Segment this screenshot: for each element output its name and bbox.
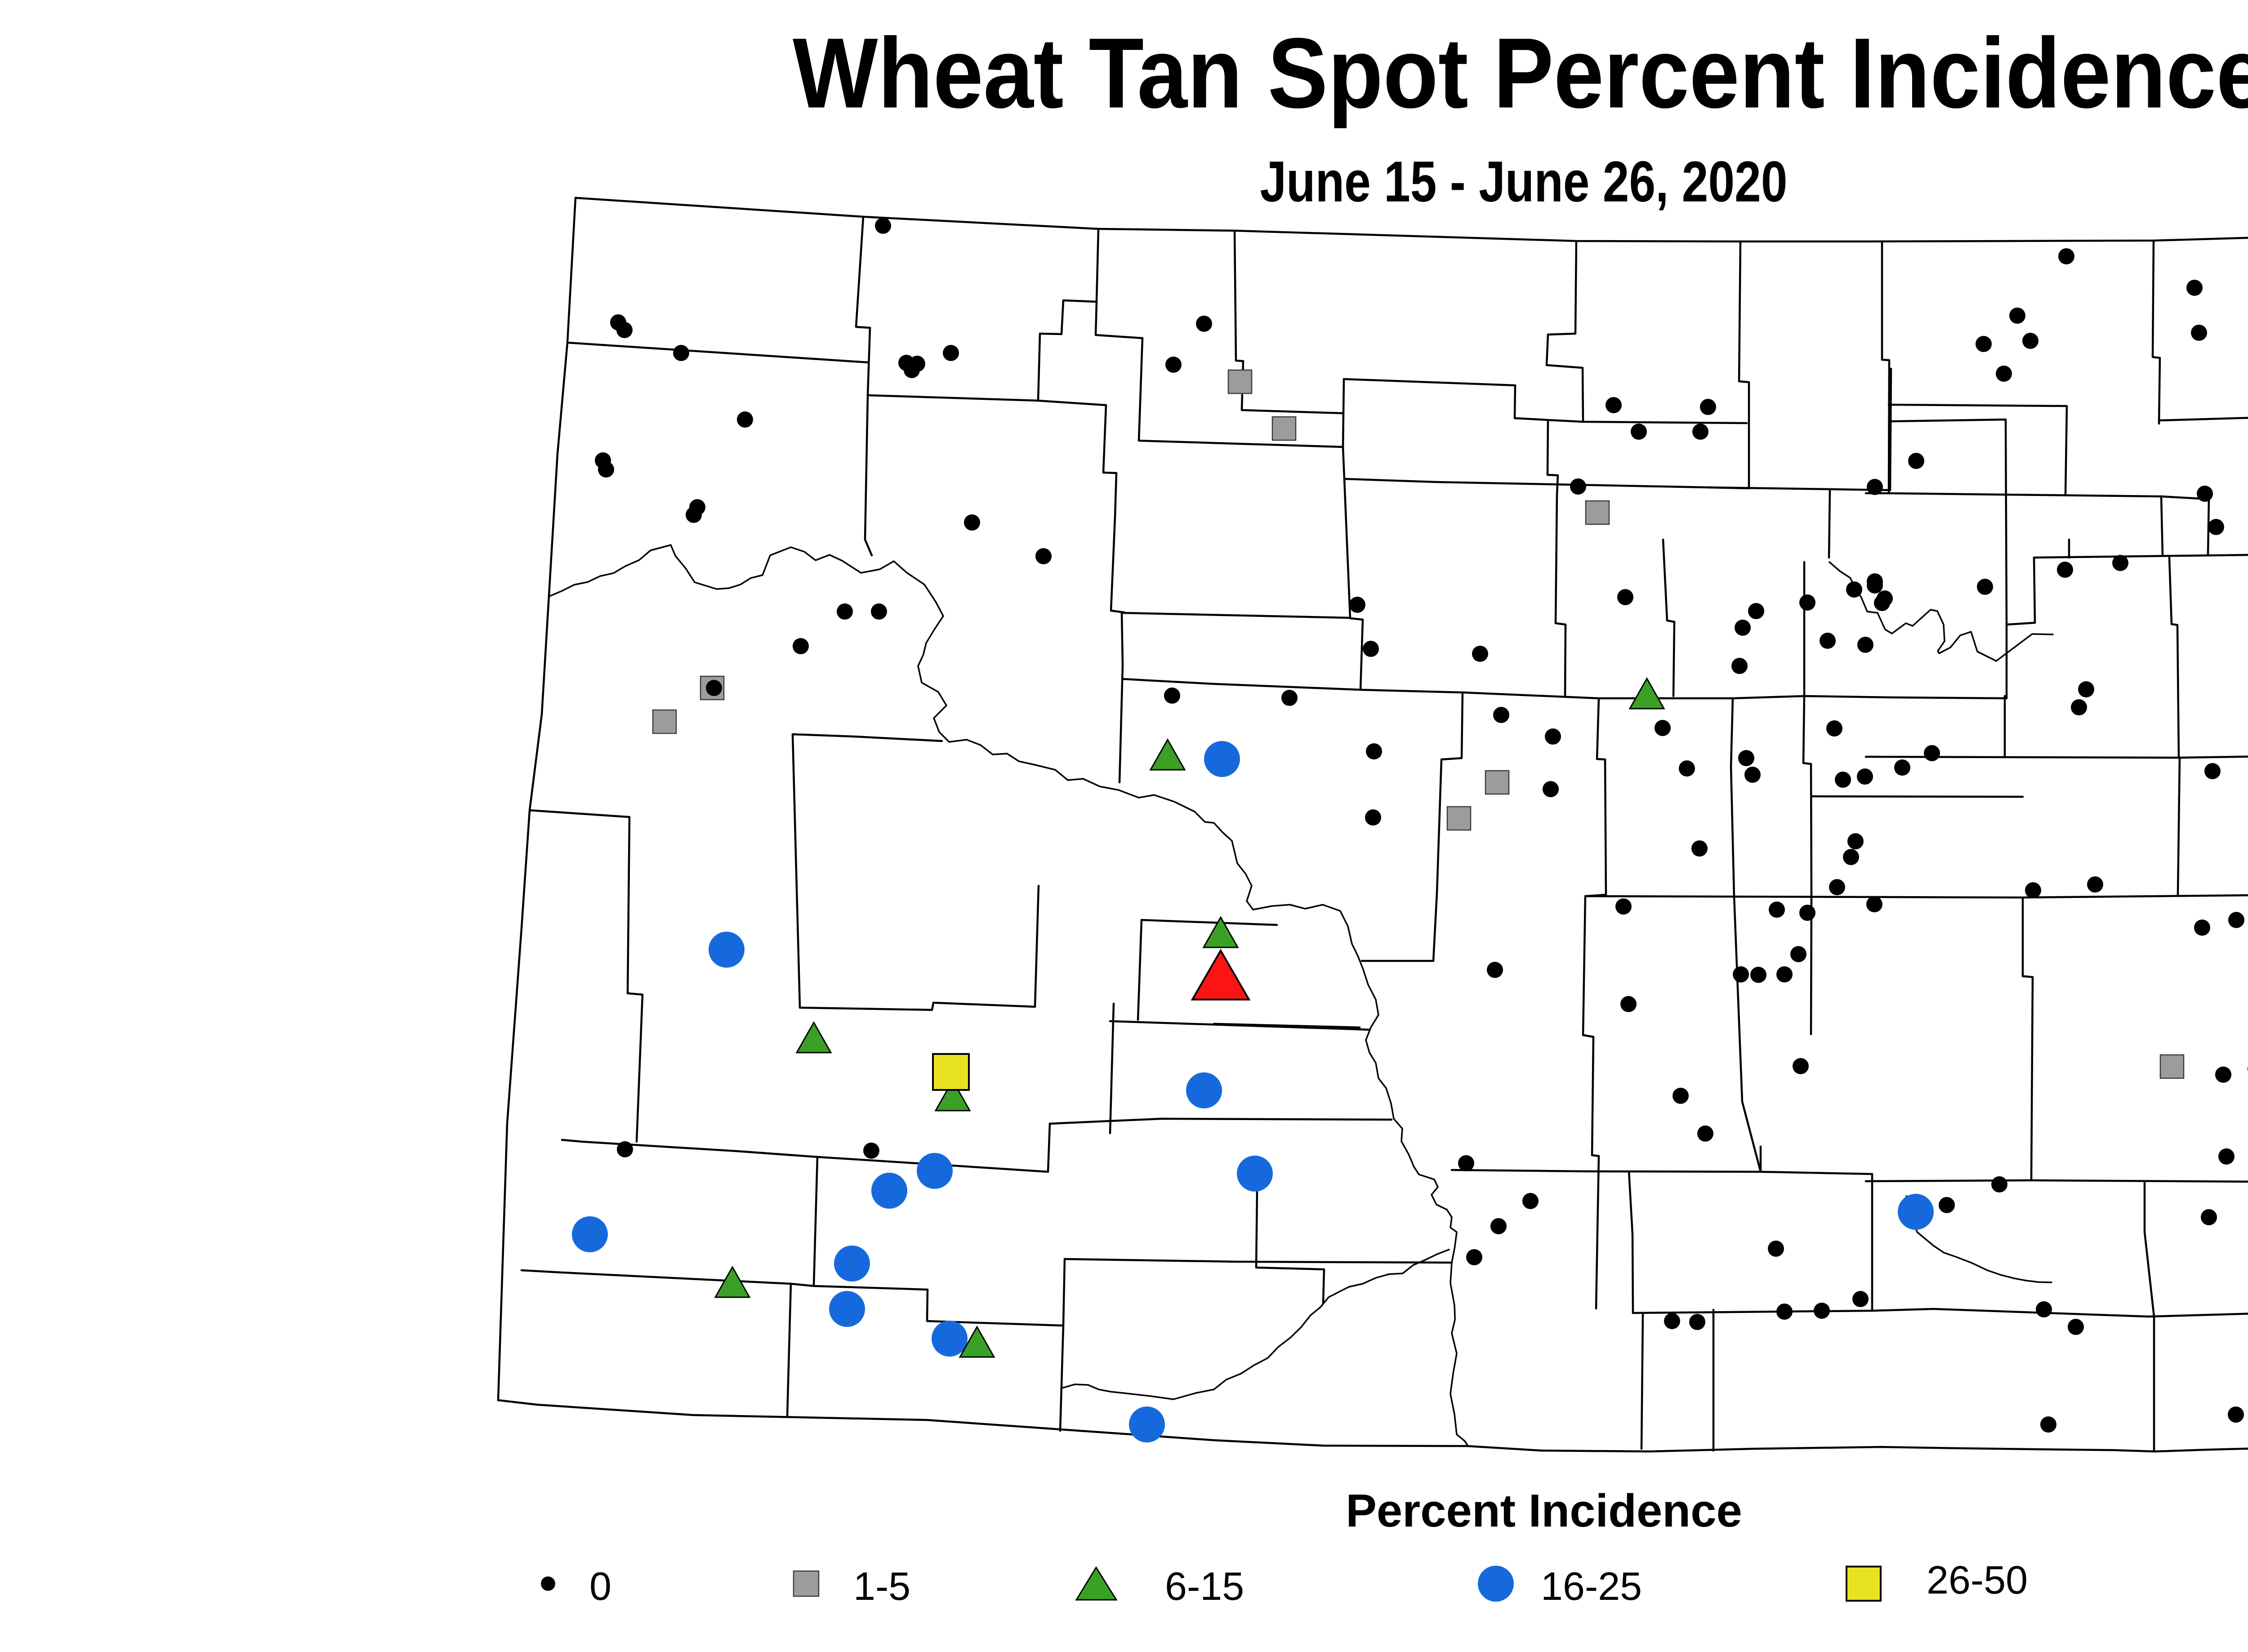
svg-text:1-5: 1-5 [853, 1564, 910, 1608]
svg-text:26-50: 26-50 [1927, 1558, 2028, 1602]
svg-text:Percent Incidence: Percent Incidence [1346, 1485, 1742, 1536]
svg-text:0: 0 [589, 1564, 611, 1608]
svg-text:16-25: 16-25 [1541, 1564, 1642, 1608]
svg-text:6-15: 6-15 [1165, 1564, 1244, 1608]
svg-text:June 15 - June 26, 2020: June 15 - June 26, 2020 [1260, 150, 1788, 214]
svg-text:Wheat Tan Spot Percent Inciden: Wheat Tan Spot Percent Incidence [793, 18, 2248, 129]
